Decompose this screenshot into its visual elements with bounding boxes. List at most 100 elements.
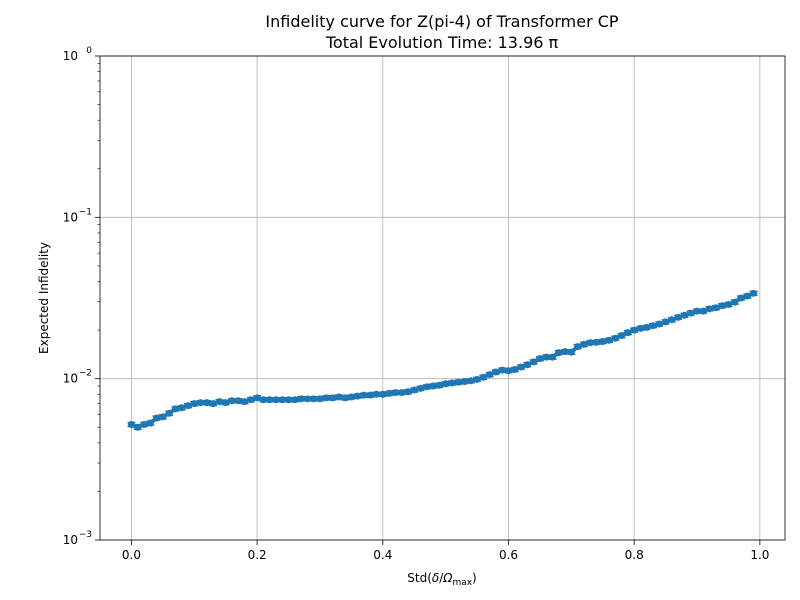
data-point: [624, 329, 632, 337]
data-point: [184, 402, 192, 410]
data-point: [266, 396, 274, 404]
data-point: [706, 305, 714, 313]
x-tick-label: 1.0: [750, 548, 769, 562]
data-point: [303, 395, 311, 403]
data-point: [197, 399, 205, 407]
data-point: [548, 353, 556, 361]
data-point: [649, 322, 657, 330]
data-point: [517, 363, 525, 371]
data-point: [618, 332, 626, 340]
data-point: [630, 326, 638, 334]
data-point: [737, 294, 745, 302]
data-point: [297, 395, 305, 403]
data-point: [605, 336, 613, 344]
data-point: [341, 394, 349, 402]
data-point: [159, 413, 167, 421]
data-point: [234, 397, 242, 405]
data-point: [479, 373, 487, 381]
data-point: [655, 320, 663, 328]
data-point: [511, 365, 519, 373]
data-point: [680, 311, 688, 319]
data-point: [329, 394, 337, 402]
data-point: [530, 358, 538, 366]
data-point: [454, 378, 462, 386]
data-point: [404, 388, 412, 396]
data-point: [134, 423, 142, 431]
data-point: [285, 396, 293, 404]
data-point: [460, 378, 468, 386]
data-point: [504, 367, 512, 375]
x-tick-label: 0.4: [373, 548, 392, 562]
data-point: [360, 391, 368, 399]
data-point: [385, 389, 393, 397]
data-point: [592, 338, 600, 346]
data-point: [316, 395, 324, 403]
data-point: [373, 390, 381, 398]
data-point: [228, 397, 236, 405]
data-point: [555, 349, 563, 357]
data-point: [636, 324, 644, 332]
data-point: [417, 384, 425, 392]
data-point: [335, 393, 343, 401]
data-point: [379, 390, 387, 398]
x-axis-label-suffix: ): [472, 571, 477, 585]
data-point: [498, 366, 506, 374]
data-point: [222, 399, 230, 407]
data-point: [322, 394, 330, 402]
chart-title-line2: Total Evolution Time: 13.96 π: [325, 33, 559, 52]
data-point: [347, 393, 355, 401]
x-axis-label-delta: δ: [432, 571, 439, 585]
data-point: [674, 313, 682, 321]
chart-title-line1: Infidelity curve for Z(pi-4) of Transfor…: [265, 12, 619, 31]
x-tick-label: 0.0: [122, 548, 141, 562]
data-point: [473, 375, 481, 383]
x-tick-label: 0.2: [248, 548, 267, 562]
data-point: [366, 391, 374, 399]
data-point: [435, 381, 443, 389]
data-point: [448, 379, 456, 387]
x-tick-label: 0.8: [625, 548, 644, 562]
data-point: [611, 334, 619, 342]
y-tick-exponent: −1: [79, 207, 92, 217]
data-point: [743, 292, 751, 300]
data-point: [442, 380, 450, 388]
data-point: [247, 396, 255, 404]
data-point: [310, 395, 318, 403]
data-point: [241, 398, 249, 406]
data-point: [209, 400, 217, 408]
data-point: [561, 348, 569, 356]
y-tick-label: 10: [63, 533, 78, 547]
x-axis-label: Std(δ/Ωmax): [407, 571, 476, 588]
data-point: [599, 337, 607, 345]
data-point: [699, 307, 707, 315]
plot-frame: [99, 55, 786, 541]
data-point: [731, 298, 739, 306]
data-point: [574, 343, 582, 351]
x-axis-label-omega: Ω: [442, 571, 453, 585]
data-point: [153, 414, 161, 422]
data-point: [662, 318, 670, 326]
y-axis-label: Expected Infidelity: [37, 242, 51, 354]
x-axis-label-slash: /: [439, 571, 444, 585]
data-point: [272, 396, 280, 404]
y-tick-exponent: 0: [86, 46, 92, 56]
x-axis-label-sub: max: [452, 578, 472, 588]
data-point: [567, 348, 575, 356]
data-point: [215, 398, 223, 406]
data-point: [203, 399, 211, 407]
data-point: [398, 389, 406, 397]
data-point: [127, 420, 135, 428]
x-tick-label: 0.6: [499, 548, 518, 562]
data-point: [178, 404, 186, 412]
data-point: [643, 323, 651, 331]
data-point: [586, 339, 594, 347]
data-point: [171, 405, 179, 413]
axes: [99, 55, 786, 541]
data-point: [542, 353, 550, 361]
y-tick-exponent: −2: [79, 369, 92, 379]
data-point: [190, 400, 198, 408]
data-point: [291, 396, 299, 404]
